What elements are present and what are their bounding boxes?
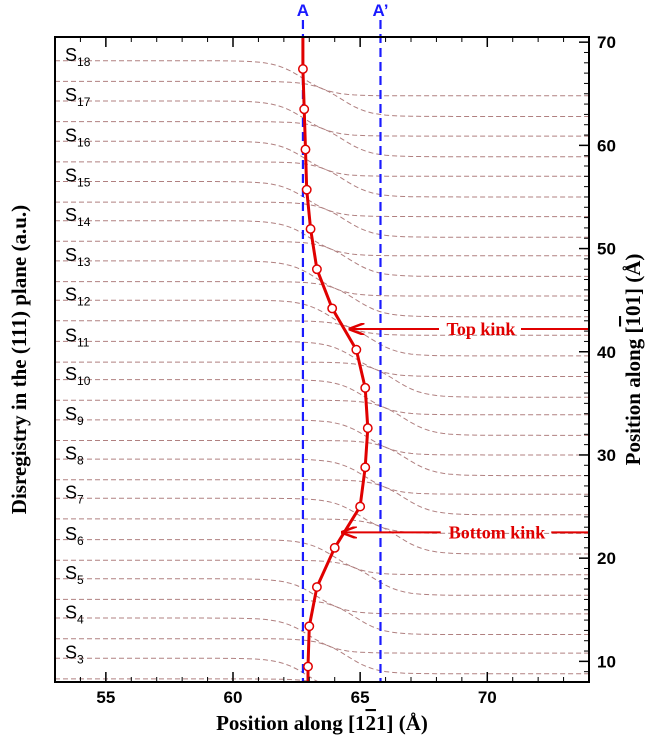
data-point: [351, 344, 362, 355]
y-axis-title-right: Position along [101] (Å): [621, 254, 645, 466]
plot-frame: [54, 36, 590, 683]
axes: 55 60 65 70 10 20 30 40 50 60 70: [79, 33, 616, 707]
plane-curve: [55, 240, 589, 277]
plane-label: S15: [65, 166, 91, 190]
plane-labels: S3 S4 S5 S6 S7 S8 S9 S10 S11 S12 S13 S14 S15 S16 S17 S1…: [65, 45, 91, 667]
plane-label: S14: [65, 205, 91, 229]
data-point: [311, 264, 322, 275]
annotations: Top kink Bottom kink: [342, 319, 589, 542]
plane-curves: [55, 60, 589, 682]
reference-lines: A A’: [297, 1, 389, 682]
y-tick-label: 70: [597, 33, 616, 52]
y-axis-title-left: Disregistry in the (111) plane (a.u.): [7, 205, 31, 514]
reference-line-label: A: [297, 1, 309, 20]
plane-curve: [55, 539, 589, 576]
plane-label: S12: [65, 284, 91, 308]
plane-curve: [55, 260, 589, 297]
x-tick-label: 70: [478, 688, 497, 707]
plane-curve: [55, 678, 316, 682]
plane-label: S16: [65, 125, 91, 149]
plane-curve: [55, 121, 589, 158]
plane-label: S5: [65, 563, 84, 587]
plane-label: S10: [65, 364, 91, 388]
plane-label: S8: [65, 443, 84, 467]
plane-curve: [55, 220, 589, 257]
annotation-label: Bottom kink: [449, 522, 546, 542]
plane-label: S13: [65, 245, 91, 269]
y-tick-label: 40: [597, 343, 616, 362]
plane-curve: [55, 320, 589, 357]
plane-label: S4: [65, 602, 84, 626]
plane-curve: [55, 458, 589, 495]
plane-curve: [55, 201, 589, 238]
plane-curve: [55, 181, 589, 218]
plane-curve: [55, 440, 589, 477]
data-point: [327, 303, 338, 314]
plane-curve: [55, 80, 589, 117]
data-point: [305, 224, 316, 234]
data-point: [329, 542, 340, 553]
plane-curve: [55, 361, 589, 398]
plane-label: S7: [65, 483, 84, 507]
y-tick-label: 50: [597, 240, 616, 259]
plane-curve: [55, 518, 589, 555]
data-point: [360, 462, 371, 473]
plane-label: S18: [65, 45, 91, 69]
plane-curve: [55, 479, 589, 516]
plane-curve: [55, 598, 589, 635]
plane-label: S9: [65, 404, 84, 428]
plane-label: S17: [65, 85, 91, 109]
data-point: [299, 104, 310, 115]
plane-curve: [55, 657, 320, 682]
x-tick-label: 60: [224, 688, 243, 707]
series-line: [301, 37, 370, 682]
data-point: [304, 621, 315, 632]
x-tick-label: 65: [351, 688, 370, 707]
plane-curve: [55, 100, 589, 137]
plane-curve: [55, 299, 589, 336]
data-point: [297, 64, 308, 74]
x-tick-label: 55: [96, 688, 115, 707]
plane-curve: [55, 340, 589, 377]
y-tick-label: 60: [597, 136, 616, 155]
plane-label: S3: [65, 643, 84, 667]
plane-curve: [55, 60, 589, 97]
plane-curve: [55, 399, 589, 436]
data-point: [300, 144, 311, 155]
plane-curve: [55, 638, 589, 675]
data-point: [303, 661, 313, 672]
y-tick-label: 10: [597, 652, 616, 671]
reference-line-label: A’: [372, 1, 388, 20]
plane-curve: [55, 140, 589, 177]
y-tick-label: 30: [597, 446, 616, 465]
plane-label: S11: [65, 326, 90, 350]
data-point: [311, 582, 322, 593]
data-point: [301, 184, 312, 195]
annotation-label: Top kink: [447, 319, 516, 339]
plane-label: S6: [65, 524, 84, 548]
plane-curve: [55, 497, 589, 534]
y-tick-label: 20: [597, 549, 616, 568]
plane-curve: [55, 578, 589, 615]
dislocation-line: [297, 37, 373, 682]
plane-curve: [55, 379, 589, 416]
plane-curve: [55, 161, 589, 198]
axis-titles: Position along [121] (Å) Disregistry in t…: [7, 205, 645, 735]
plane-curve: [55, 419, 589, 456]
data-point: [360, 382, 371, 393]
data-point: [362, 423, 373, 434]
plane-curve: [55, 559, 589, 596]
x-axis-title: Position along [121] (Å): [216, 711, 428, 735]
data-point: [355, 501, 366, 512]
plane-curve: [55, 617, 589, 654]
